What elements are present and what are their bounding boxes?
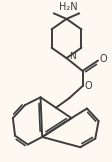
Text: N: N [69, 52, 76, 61]
Text: H₂N: H₂N [59, 2, 78, 12]
Text: O: O [84, 81, 92, 91]
Text: O: O [99, 54, 107, 64]
